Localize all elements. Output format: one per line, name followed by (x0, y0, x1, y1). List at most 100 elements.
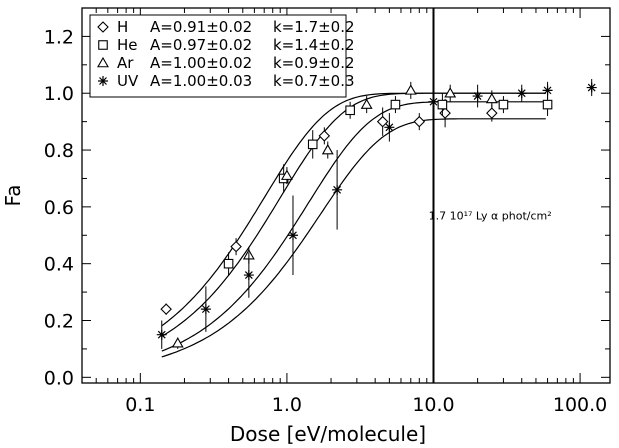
x-tick-label: 100.0 (553, 394, 607, 416)
triangle-marker (444, 87, 457, 98)
data-point-uv (200, 304, 211, 315)
data-point-uv (542, 85, 553, 96)
square-marker (307, 139, 318, 150)
data-point-h (318, 130, 331, 142)
square-marker (542, 99, 553, 110)
square-marker (98, 40, 108, 50)
data-point-ar (404, 84, 417, 95)
data-point-ar (321, 143, 334, 155)
data-point-ar (444, 87, 457, 98)
legend-marker-h (97, 21, 109, 33)
legend-marker-uv (98, 76, 108, 86)
y-tick-label: 1.2 (44, 26, 74, 48)
y-tick-label: 0.4 (44, 254, 74, 276)
triangle-marker (97, 56, 109, 68)
triangle-marker (360, 98, 373, 109)
square-marker (223, 258, 234, 269)
data-point-he (307, 139, 318, 150)
data-point-he (542, 99, 553, 110)
y-tick-label: 0.8 (44, 140, 74, 162)
asterisk-marker (542, 85, 553, 96)
asterisk-marker (586, 82, 597, 93)
asterisk-marker (472, 91, 483, 102)
data-point-uv (428, 96, 439, 107)
legend-label-uv: UV (117, 72, 139, 90)
data-point-ar (360, 98, 373, 109)
data-point-uv (332, 184, 343, 195)
x-axis-title: Dose [eV/molecule] (230, 422, 426, 446)
legend-fit-a: A=0.97±0.02 (150, 36, 252, 54)
legend-fit-a: A=0.91±0.02 (150, 18, 252, 36)
data-point-h (486, 107, 498, 119)
x-tick-label: 1.0 (272, 394, 302, 416)
data-point-uv (243, 270, 254, 281)
legend-fit-k: k=0.7±0.3 (273, 72, 355, 90)
triangle-marker (404, 84, 417, 95)
square-marker (498, 99, 509, 110)
triangle-marker (280, 169, 293, 180)
data-point-h (413, 115, 426, 128)
square-marker (437, 99, 448, 110)
y-tick-label: 1.0 (44, 83, 74, 105)
diamond-marker (97, 21, 109, 33)
asterisk-marker (428, 96, 439, 107)
data-point-uv (586, 82, 597, 93)
legend-label-ar: Ar (117, 54, 134, 72)
triangle-marker (485, 92, 498, 104)
legend-label-h: H (117, 18, 128, 36)
diamond-marker (160, 303, 172, 315)
x-tick-label: 0.1 (125, 394, 155, 416)
data-point-h (376, 115, 389, 128)
data-point-he (437, 99, 448, 110)
x-tick-label: 10.0 (412, 394, 454, 416)
legend-fit-k: k=1.7±0.2 (273, 18, 355, 36)
legend-fit-a: A=1.00±0.03 (150, 72, 252, 90)
legend-fit-k: k=1.4±0.2 (273, 36, 355, 54)
data-point-uv (156, 329, 167, 340)
data-point-he (498, 99, 509, 110)
legend: H A=0.91±0.02 k=1.7±0.2 He A=0.97±0.02 k=1.4±… (89, 14, 355, 98)
data-point-he (223, 258, 234, 269)
data-point-uv (384, 122, 395, 133)
square-marker (345, 105, 355, 116)
asterisk-marker (287, 230, 298, 241)
diamond-marker (486, 107, 498, 119)
fit-curve-he (161, 101, 546, 352)
asterisk-marker (200, 304, 211, 315)
legend-label-he: He (117, 36, 138, 54)
asterisk-marker (332, 184, 343, 195)
diamond-marker (413, 115, 426, 128)
asterisk-marker (516, 88, 527, 99)
asterisk-marker (156, 329, 167, 340)
legend-marker-ar (97, 56, 109, 68)
data-point-h (160, 303, 172, 315)
diamond-marker (230, 240, 242, 253)
triangle-marker (321, 143, 334, 155)
fit-curve-h (161, 118, 546, 358)
data-point-uv (516, 88, 527, 99)
dose-annotation: 1.7 10¹⁷ Ly α phot/cm² (429, 209, 552, 222)
legend-fit-k: k=0.9±0.2 (273, 54, 355, 72)
y-axis-title: Fa (1, 185, 25, 207)
legend-marker-he (98, 40, 108, 50)
plot-frame (81, 7, 611, 384)
data-point-h (230, 240, 242, 253)
data-point-h (439, 107, 451, 119)
diamond-marker (318, 130, 331, 142)
data-point-he (345, 105, 355, 116)
asterisk-marker (98, 76, 108, 86)
diamond-marker (439, 107, 451, 119)
data-point-he (390, 99, 401, 110)
data-point-ar (280, 169, 293, 180)
data-point-ar (171, 337, 184, 348)
legend-box (89, 14, 347, 98)
asterisk-marker (384, 122, 395, 133)
legend-fit-a: A=1.00±0.02 (150, 54, 252, 72)
y-tick-label: 0.2 (44, 311, 74, 333)
y-tick-label: 0.6 (44, 197, 74, 219)
data-point-ar (485, 92, 498, 104)
data-point-uv (472, 91, 483, 102)
square-marker (390, 99, 401, 110)
